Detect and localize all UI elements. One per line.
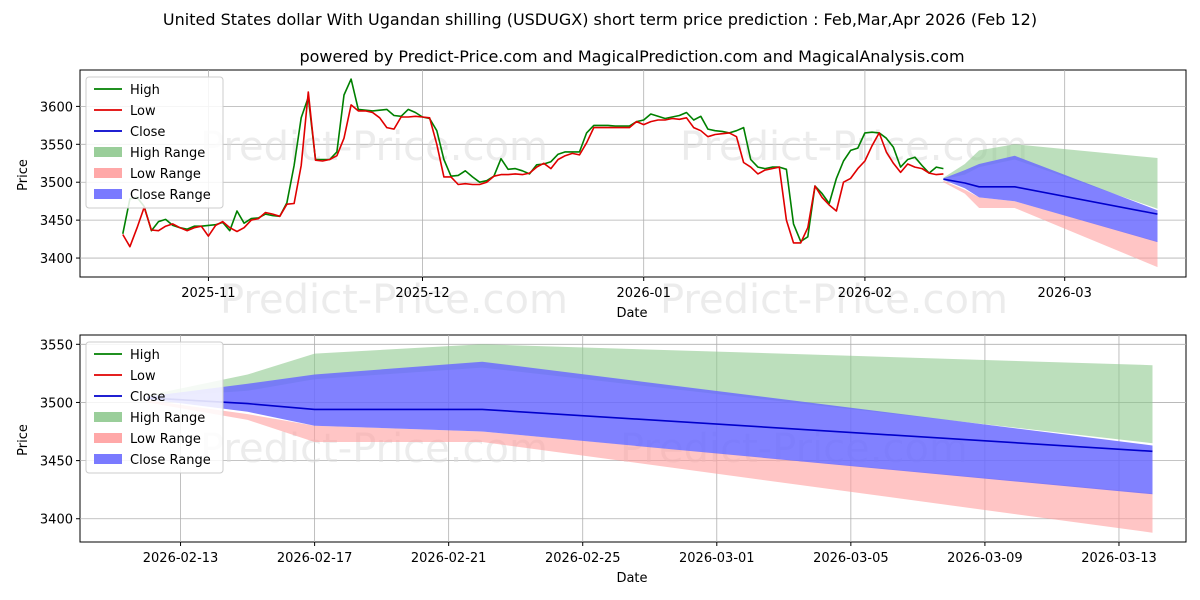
legend-label: High [130, 83, 160, 98]
legend-patch-swatch [94, 168, 122, 178]
history-watermark-4: Predict-Price.com [660, 277, 1008, 323]
forecast-xlabel: Date [616, 571, 647, 586]
legend-label: High [130, 348, 160, 363]
forecast-xtick-label: 2026-03-05 [813, 551, 889, 566]
history-ytick-label: 3400 [40, 252, 73, 267]
history-ylabel: Price [16, 159, 31, 191]
legend-patch-swatch [94, 412, 122, 422]
legend-label: Close Range [130, 453, 211, 468]
chart-subtitle: powered by Predict-Price.com and Magical… [299, 47, 964, 66]
forecast-xtick-label: 2026-03-09 [947, 551, 1023, 566]
legend-patch-swatch [94, 454, 122, 464]
low-range-band [943, 180, 1158, 268]
legend-label: Close [130, 125, 165, 140]
history-xlabel: Date [616, 306, 647, 321]
chart-title: United States dollar With Ugandan shilli… [163, 10, 1037, 29]
history-xtick-label: 2025-11 [181, 286, 235, 301]
legend-label: Low Range [130, 432, 201, 447]
forecast-ytick-label: 3450 [40, 455, 73, 470]
history-watermark: Predict-Price.com [200, 124, 548, 170]
history-legend: High Low Close High Range Low Range Close Ran… [85, 76, 224, 209]
legend-label: High Range [130, 411, 205, 426]
legend-patch-swatch [94, 147, 122, 157]
history-xtick-label: 2026-01 [617, 286, 671, 301]
history-xtick-label: 2026-02 [838, 286, 892, 301]
legend-label: Close Range [130, 188, 211, 203]
close-forecast-line [943, 178, 1158, 215]
forecast-xtick-label: 2026-03-01 [679, 551, 755, 566]
history-xtick-label: 2025-12 [395, 286, 449, 301]
legend-label: High Range [130, 146, 205, 161]
legend-patch-swatch [94, 189, 122, 199]
legend-label: Low [130, 104, 156, 119]
legend-label: Low Range [130, 167, 201, 182]
forecast-ylabel: Price [16, 424, 31, 456]
history-panel: Predict-Price.com Predict-Price.com Pred… [16, 69, 1187, 323]
forecast-xtick-label: 2026-02-25 [545, 551, 621, 566]
forecast-axes: 3400 3450 3500 3550 2026-02-13 2026-02-17 2026… [40, 338, 1157, 566]
history-ytick-label: 3550 [40, 138, 73, 153]
history-ytick-label: 3450 [40, 214, 73, 229]
close-range-band [943, 155, 1158, 243]
forecast-panel: Predict-Price.com Predict-Price.com 3400… [16, 334, 1187, 586]
forecast-xtick-label: 2026-02-13 [143, 551, 219, 566]
forecast-ytick-label: 3500 [40, 396, 73, 411]
forecast-ytick-label: 3550 [40, 338, 73, 353]
legend-label: Low [130, 369, 156, 384]
history-xtick-label: 2026-03 [1038, 286, 1092, 301]
forecast-xtick-label: 2026-02-17 [277, 551, 353, 566]
history-ytick-label: 3500 [40, 176, 73, 191]
history-marks [122, 78, 1158, 268]
low-range-band [147, 400, 1153, 533]
forecast-xtick-label: 2026-02-21 [411, 551, 487, 566]
legend-label: Close [130, 390, 165, 405]
close-range-band [147, 361, 1153, 495]
forecast-legend: High Low Close High Range Low Range Close Ran… [85, 341, 224, 474]
legend-patch-swatch [94, 433, 122, 443]
history-ytick-label: 3600 [40, 100, 73, 115]
history-axes: 3400 3450 3500 3550 3600 2025-11 2025-12 2026-0… [40, 100, 1092, 301]
history-watermark-3: Predict-Price.com [220, 277, 568, 323]
forecast-ytick-label: 3400 [40, 513, 73, 528]
low-series-line [122, 91, 944, 248]
forecast-xtick-label: 2026-03-13 [1081, 551, 1157, 566]
